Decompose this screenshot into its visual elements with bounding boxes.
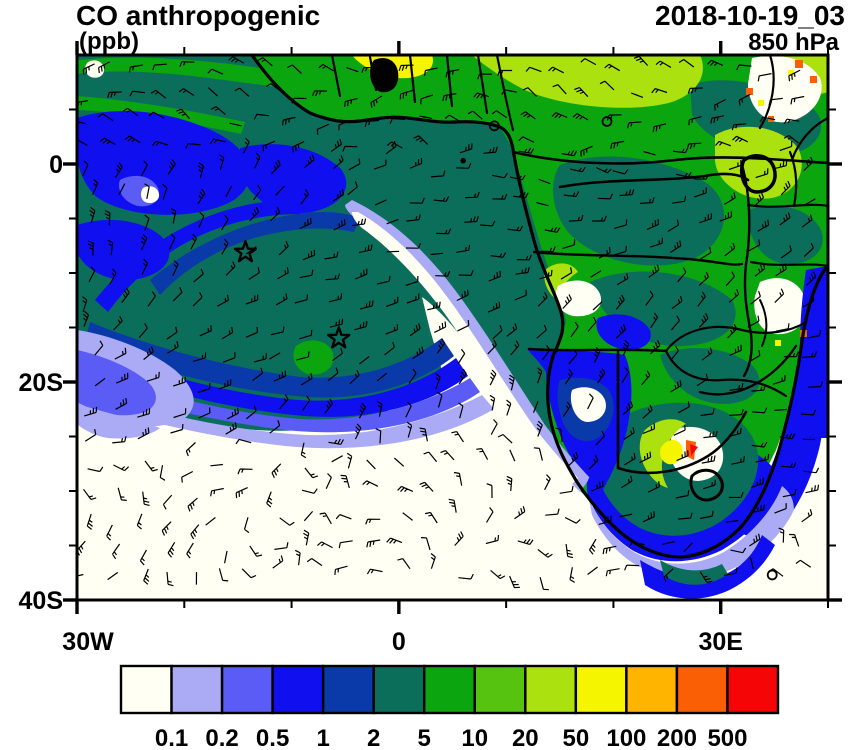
colorbar-label: 0.5 [256,725,289,750]
circle-marker [601,116,613,127]
border-drc-east [740,163,753,378]
star-marker [327,326,351,349]
colorbar: 0.1 0.2 0.5 1 2 5 10 20 50 100 200 500 [119,664,780,750]
border-zim-mozambique [698,344,798,396]
circle-marker [766,569,778,581]
lake-volta [370,58,399,93]
region-teal-east-mid [747,205,823,265]
contour-fill-layer [77,55,828,600]
border-ethiopia-edge [758,55,775,130]
region-sa-yellow [660,440,683,465]
colorbar-label: 0.2 [205,725,238,750]
region-plume-navy-band [84,322,454,398]
wind-barbs [77,55,824,591]
colorbar-label: 2 [367,725,380,750]
region-white-eafrica-1 [748,55,822,123]
lon-label: 0 [392,628,406,656]
pressure-level-label: 850 hPa [748,29,839,56]
colorbar-label: 10 [461,725,488,750]
region-yg-wafrica [472,55,703,108]
colorbar-cell [726,664,780,715]
valid-time-label: 2018-10-19_03 [655,0,845,31]
border-congo-north [558,172,750,189]
border-zambia-north [664,320,808,353]
colorbar-cell [675,664,729,715]
region-namibia-white [570,387,606,422]
border-car-horizontal [511,150,828,165]
region-white-angola [555,280,602,317]
border-tanzania-south [749,260,828,268]
region-sa-bottom-teal [660,560,728,585]
colorbar-cell [119,664,173,715]
border-lesotho-ring [689,468,724,502]
border-lake-victoria-ring [739,154,777,194]
region-white-streak [352,212,578,486]
wind-barbs-layer [77,55,824,591]
border-wafrica-borders [330,55,515,132]
colorbar-label: 500 [707,725,747,750]
colorbar-cell [625,664,679,715]
units-label: (ppb) [79,28,139,55]
colorbar-cell [170,664,224,715]
colorbar-cell [423,664,476,715]
border-horn-edge [790,116,828,162]
region-moz-offshore-blue [735,330,828,538]
border-kenya-west [788,150,798,208]
colorbar-label: 5 [418,725,431,750]
region-plume-green-speck [293,340,334,375]
axis-labels: 0 20S 40S 30W 0 30E [19,151,743,656]
lon-label: 30W [62,628,114,656]
colorbar-label: 20 [512,725,539,750]
colorbar-cell [372,664,426,715]
region-plume-blue-band [80,346,468,417]
colorbar-cell [473,664,527,715]
border-zambia-south [664,349,788,398]
axis-ticks [63,41,842,614]
region-topleft-white-speck [85,60,104,78]
lat-label: 20S [19,369,63,397]
border-drc-angola [532,250,744,266]
colorbar-cell [220,664,274,715]
region-sa-red [690,444,698,456]
border-botswana-sa [616,410,748,475]
borders-layer [250,55,828,559]
region-plume-lav-band [77,386,494,449]
colorbar-label: 1 [316,725,329,750]
lat-label: 0 [49,151,63,179]
colorbar-cell [321,664,375,715]
region-sa-outer-lav [588,486,794,578]
region-sa-bottom-blue [640,535,775,599]
lat-label: 40S [19,587,63,615]
colorbar-label: 100 [606,725,646,750]
region-left-lav-tongue [77,404,160,439]
colorbar-cell [271,664,325,715]
station-markers-layer [233,116,778,581]
region-gulf-white-speck [140,186,160,204]
colorbar-cell [574,664,628,715]
region-yg-victoria [715,126,802,199]
dot-marker [460,157,467,164]
border-malawi [759,299,768,347]
star-marker [233,240,258,263]
colorbar-label: 200 [657,725,697,750]
border-tanzania-north [746,203,828,208]
colorbar-label: 0.1 [155,725,188,750]
colorbar-cell [524,664,578,715]
plot-title: CO anthropogenic [76,0,321,31]
lon-label: 30E [698,628,742,656]
region-white-eafrica-2 [754,278,807,335]
region-green-streak-1 [77,57,395,106]
region-gulf-blue-2 [240,144,347,214]
circle-marker [488,120,500,132]
region-plume-navy-arc [150,212,360,295]
colorbar-label: 50 [562,725,589,750]
